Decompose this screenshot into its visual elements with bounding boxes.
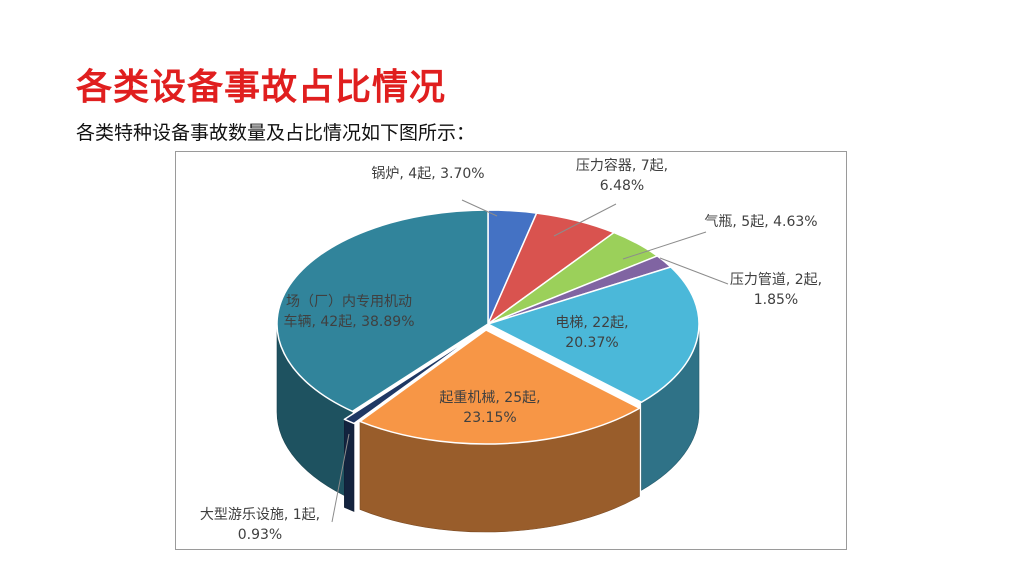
leader-line-气瓶 (622, 231, 707, 260)
pie-slice-起重机械 (359, 329, 641, 445)
pie-side-大型游乐设施 (344, 418, 355, 512)
data-label-气瓶: 气瓶, 5起, 4.63% (704, 214, 817, 230)
leader-line-大型游乐设施 (331, 433, 350, 523)
data-label-锅炉: 锅炉, 4起, 3.70% (371, 166, 484, 182)
pie-slice-电梯 (487, 266, 700, 403)
data-label-压力管道: 压力管道, 2起, 1.85% (730, 272, 822, 308)
data-label-场厂内专用机动车辆: 场（厂）内专用机动车辆, 42起, 38.89% (284, 294, 415, 330)
leader-line-压力容器 (553, 203, 617, 237)
pie-tops (276, 209, 700, 445)
page-subtitle: 各类特种设备事故数量及占比情况如下图所示： (76, 122, 476, 144)
chart-frame: 锅炉, 4起, 3.70% 压力容器, 7起, 6.48% 气瓶, 5起, 4.63%… (175, 151, 847, 550)
pie-slice-场厂内专用机动车辆 (276, 209, 489, 413)
page-title: 各类设备事故占比情况 (76, 67, 447, 108)
data-label-电梯: 电梯, 22起, 20.37% (555, 315, 628, 351)
pie-labels: 锅炉, 4起, 3.70% 压力容器, 7起, 6.48% 气瓶, 5起, 4.63%… (200, 157, 822, 543)
leader-line-锅炉 (461, 199, 498, 217)
pie-sides (276, 323, 700, 533)
data-label-压力容器: 压力容器, 7起, 6.48% (576, 157, 668, 194)
leader-line-压力管道 (659, 257, 729, 285)
data-label-起重机械: 起重机械, 25起, 23.15% (439, 390, 540, 426)
pie-chart: 锅炉, 4起, 3.70% 压力容器, 7起, 6.48% 气瓶, 5起, 4.63%… (200, 157, 822, 543)
data-label-大型游乐设施: 大型游乐设施, 1起, 0.93% (200, 507, 320, 543)
pie-slice-大型游乐设施 (343, 331, 481, 425)
